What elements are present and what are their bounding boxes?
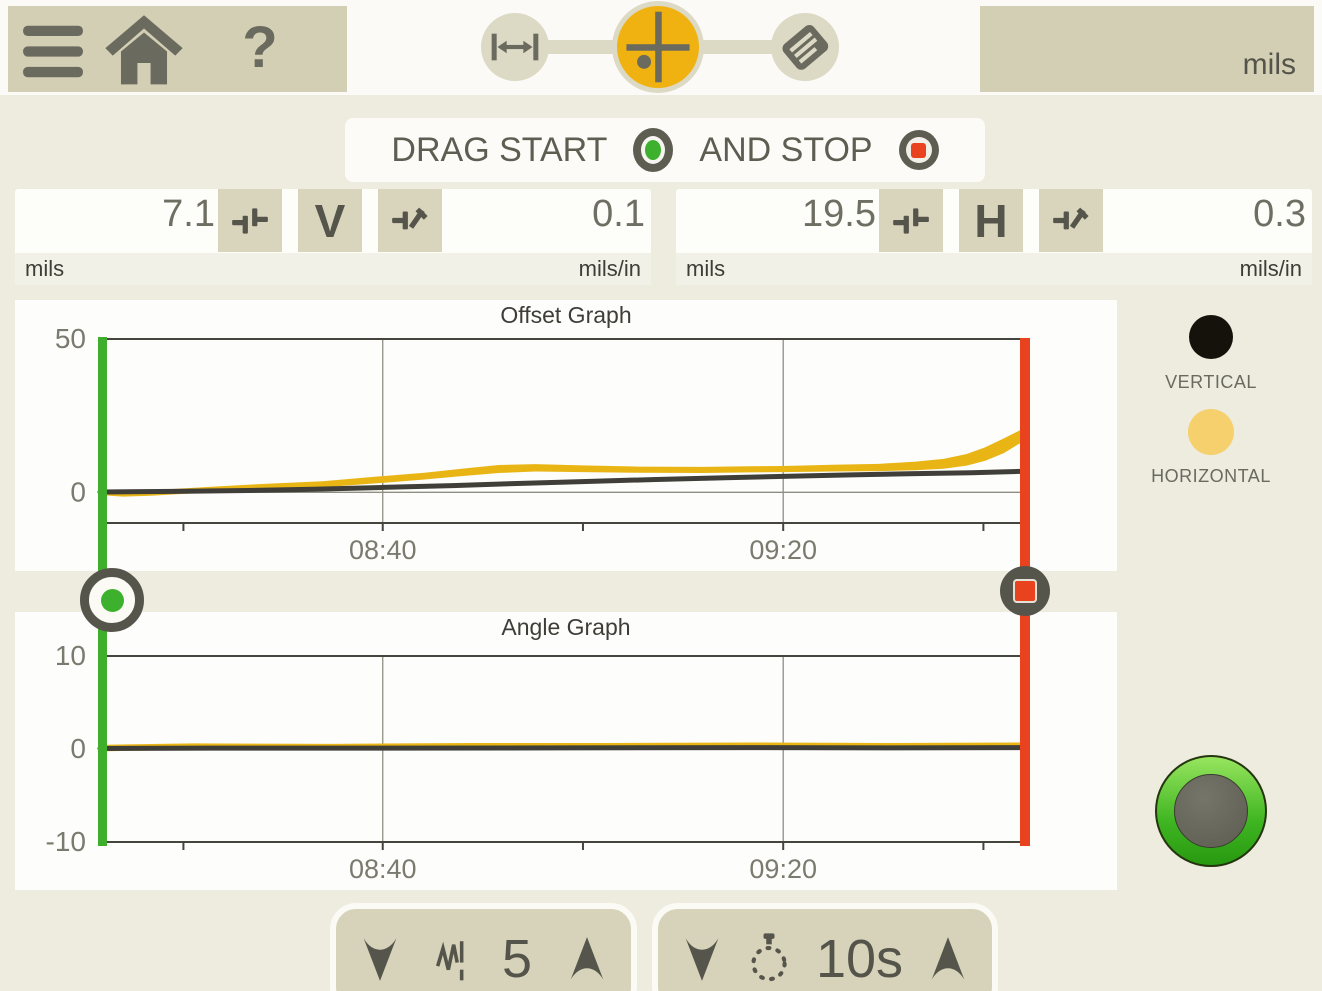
horizontal-angle-unit: mils/in	[1239, 256, 1302, 281]
horizontal-measure-card: 19.5 H 0.3	[676, 189, 1312, 285]
legend-vertical-dot	[1189, 315, 1233, 359]
horizontal-units-strip: mils mils/in	[676, 253, 1312, 285]
arrow-up-icon	[570, 937, 604, 980]
interval-increase-button[interactable]	[928, 935, 968, 983]
vertical-offset-value: 7.1	[162, 193, 215, 235]
record-button[interactable]	[1155, 755, 1267, 867]
y-tick-label: -10	[46, 826, 86, 857]
x-tick-label: 08:40	[349, 854, 417, 884]
hamburger-icon	[23, 25, 83, 78]
menu-button[interactable]	[18, 22, 88, 80]
samples-increase-button[interactable]	[567, 935, 607, 983]
vertical-angle-value: 0.1	[592, 193, 645, 235]
angle-graph-title: Angle Graph	[501, 614, 631, 640]
vertical-offset-unit: mils	[25, 256, 65, 281]
horizontal-offset-value: 19.5	[802, 193, 876, 235]
help-button[interactable]: ?	[232, 14, 288, 80]
interval-decrease-button[interactable]	[682, 935, 722, 983]
crosshair-icon	[626, 11, 690, 83]
x-tick-label: 08:40	[349, 535, 417, 565]
samples-control: 5	[330, 903, 637, 991]
header-right-block	[980, 6, 1314, 92]
coupling-angle-icon	[392, 207, 428, 229]
distance-icon	[491, 33, 539, 61]
help-label: ?	[242, 14, 278, 80]
arrow-up-icon	[931, 937, 965, 980]
samples-value: 5	[501, 929, 533, 989]
y-tick-label: 50	[55, 323, 86, 354]
series-vertical	[97, 468, 1030, 495]
stop-marker-icon	[898, 130, 939, 170]
series-vertical	[97, 745, 1030, 752]
record-button-center	[1174, 774, 1248, 848]
legend-horizontal-label: HORIZONTAL	[1151, 466, 1271, 486]
vertical-axis-button[interactable]: V	[298, 189, 362, 252]
offset-graph-title: Offset Graph	[500, 302, 632, 328]
samples-decrease-button[interactable]	[360, 935, 400, 983]
drag-instruction-stop-text: AND STOP	[699, 130, 873, 169]
samples-icon	[435, 941, 464, 981]
start-marker-icon	[633, 128, 674, 172]
series-horizontal	[100, 426, 1027, 497]
home-icon	[105, 15, 183, 85]
stopwatch-icon	[751, 933, 787, 982]
vertical-offset-mode-button[interactable]	[218, 189, 282, 252]
arrow-down-icon	[363, 938, 397, 981]
interval-control: 10s	[652, 903, 998, 991]
vertical-axis-letter: V	[314, 194, 346, 247]
y-tick-label: 0	[70, 733, 86, 764]
arrow-down-icon	[685, 938, 719, 981]
angle-graph-panel	[15, 612, 1117, 890]
vertical-measure-card: 7.1 V 0.1	[15, 189, 651, 285]
drag-instruction-bar: DRAG START AND STOP	[345, 118, 985, 182]
report-icon	[782, 24, 829, 70]
legend-horizontal-dot	[1188, 409, 1234, 455]
offset-graph-panel	[15, 300, 1117, 571]
horizontal-offset-mode-button[interactable]	[879, 189, 943, 252]
vertical-angle-unit: mils/in	[578, 256, 641, 281]
offset-chart: 08:40 09:20 50 0	[55, 323, 1030, 565]
angle-chart: 08:40 09:20 10 0 -10	[46, 640, 1030, 884]
horizontal-axis-letter: H	[974, 194, 1008, 247]
drag-instruction-start-text: DRAG START	[391, 130, 608, 169]
x-tick-label: 09:20	[749, 535, 817, 565]
step-measure-button[interactable]	[617, 6, 699, 88]
horizontal-axis-button[interactable]: H	[959, 189, 1023, 252]
start-drag-handle[interactable]	[80, 568, 144, 632]
home-button[interactable]	[98, 12, 190, 86]
y-tick-label: 10	[55, 640, 86, 671]
units-badge: mils	[1242, 48, 1296, 81]
horizontal-angle-value: 0.3	[1253, 193, 1306, 235]
stop-drag-handle[interactable]	[1000, 566, 1050, 616]
coupling-offset-icon	[893, 207, 929, 234]
interval-value: 10s	[815, 929, 904, 989]
coupling-angle-icon	[1053, 207, 1089, 229]
step-report-button[interactable]	[771, 13, 839, 81]
legend-vertical-label: VERTICAL	[1165, 372, 1257, 392]
x-tick-label: 09:20	[749, 854, 817, 884]
horizontal-angle-mode-button[interactable]	[1039, 189, 1103, 252]
horizontal-offset-unit: mils	[686, 256, 726, 281]
vertical-angle-mode-button[interactable]	[378, 189, 442, 252]
vertical-units-strip: mils mils/in	[15, 253, 651, 285]
coupling-offset-icon	[232, 207, 268, 234]
y-tick-label: 0	[70, 476, 86, 507]
step-dimensions-button[interactable]	[481, 13, 549, 81]
